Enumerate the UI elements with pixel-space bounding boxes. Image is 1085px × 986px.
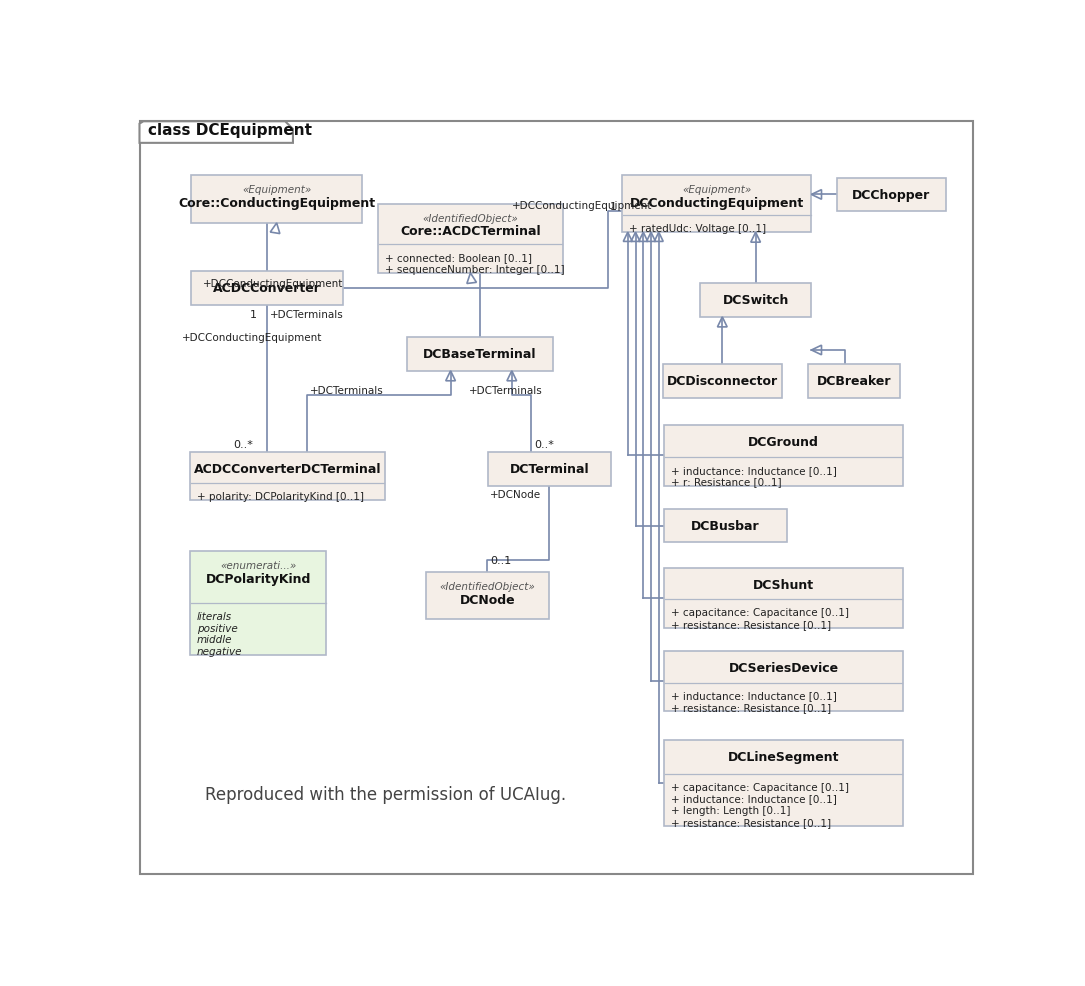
Text: + resistance: Resistance [0..1]: + resistance: Resistance [0..1] (672, 702, 831, 712)
Text: + resistance: Resistance [0..1]: + resistance: Resistance [0..1] (672, 619, 831, 629)
Text: + inductance: Inductance [0..1]: + inductance: Inductance [0..1] (672, 465, 837, 475)
Text: DCBreaker: DCBreaker (817, 375, 891, 387)
Text: DCSwitch: DCSwitch (723, 294, 789, 307)
Text: 0..*: 0..* (534, 439, 554, 449)
Bar (191, 272, 343, 306)
Bar (837, 178, 945, 212)
Bar (488, 453, 611, 487)
Bar (663, 365, 782, 398)
Text: + connected: Boolean [0..1]: + connected: Boolean [0..1] (385, 253, 532, 263)
Bar (623, 176, 812, 233)
Text: DCSeriesDevice: DCSeriesDevice (728, 662, 839, 674)
Text: + ratedUdc: Voltage [0..1]: + ratedUdc: Voltage [0..1] (629, 224, 766, 234)
Text: +DCNode: +DCNode (489, 489, 541, 499)
Text: DCNode: DCNode (460, 593, 515, 606)
Bar (808, 365, 899, 398)
Text: + capacitance: Capacitance [0..1]: + capacitance: Capacitance [0..1] (672, 607, 850, 617)
Bar (191, 176, 362, 224)
Bar (190, 551, 327, 656)
Bar (664, 509, 787, 543)
Text: +DCConductingEquipment: +DCConductingEquipment (203, 278, 344, 288)
Text: +DCTerminals: +DCTerminals (270, 310, 344, 319)
Text: «IdentifiedObject»: «IdentifiedObject» (439, 582, 535, 592)
Text: DCBusbar: DCBusbar (691, 519, 759, 532)
Text: +DCConductingEquipment: +DCConductingEquipment (182, 333, 322, 343)
Text: + length: Length [0..1]: + length: Length [0..1] (672, 806, 791, 815)
Text: Core::ConductingEquipment: Core::ConductingEquipment (178, 197, 375, 210)
Text: DCShunt: DCShunt (753, 579, 814, 592)
Text: + polarity: DCPolarityKind [0..1]: + polarity: DCPolarityKind [0..1] (196, 491, 363, 502)
Text: + inductance: Inductance [0..1]: + inductance: Inductance [0..1] (672, 794, 837, 804)
Text: «Equipment»: «Equipment» (682, 185, 752, 195)
Text: literals: literals (196, 611, 232, 621)
Text: + resistance: Resistance [0..1]: + resistance: Resistance [0..1] (672, 816, 831, 827)
Text: 0..*: 0..* (233, 439, 253, 449)
Text: ACDCConverterDCTerminal: ACDCConverterDCTerminal (194, 463, 381, 476)
Bar (664, 740, 903, 826)
Bar (664, 652, 903, 711)
Text: DCConductingEquipment: DCConductingEquipment (629, 197, 804, 210)
Text: «Equipment»: «Equipment» (242, 185, 311, 195)
Text: DCTerminal: DCTerminal (510, 463, 589, 476)
Polygon shape (140, 122, 293, 144)
Text: DCGround: DCGround (748, 436, 819, 449)
Text: Core::ACDCTerminal: Core::ACDCTerminal (400, 225, 540, 239)
Text: 1: 1 (250, 310, 257, 319)
Text: positive: positive (196, 623, 238, 633)
Bar (426, 572, 549, 620)
Text: negative: negative (196, 646, 242, 656)
Text: +DCTerminals: +DCTerminals (310, 386, 384, 395)
Text: DCPolarityKind: DCPolarityKind (205, 572, 310, 585)
Text: Reproduced with the permission of UCAIug.: Reproduced with the permission of UCAIug… (205, 785, 566, 803)
Text: «IdentifiedObject»: «IdentifiedObject» (422, 214, 519, 224)
Text: + capacitance: Capacitance [0..1]: + capacitance: Capacitance [0..1] (672, 782, 850, 792)
Text: +DCConductingEquipment: +DCConductingEquipment (511, 200, 652, 211)
Text: DCDisconnector: DCDisconnector (667, 375, 778, 387)
Bar (664, 426, 903, 486)
Bar (190, 453, 385, 501)
Text: ACDCConverter: ACDCConverter (213, 282, 321, 295)
Text: +DCTerminals: +DCTerminals (469, 386, 542, 395)
Bar (700, 284, 812, 317)
Bar (407, 337, 552, 372)
Text: + inductance: Inductance [0..1]: + inductance: Inductance [0..1] (672, 690, 837, 701)
Text: middle: middle (196, 634, 232, 645)
Text: DCChopper: DCChopper (852, 188, 930, 201)
Bar (664, 568, 903, 628)
Text: DCBaseTerminal: DCBaseTerminal (423, 347, 536, 361)
Text: «enumerati...»: «enumerati...» (220, 561, 296, 571)
Bar (379, 204, 563, 274)
Text: + r: Resistance [0..1]: + r: Resistance [0..1] (672, 477, 782, 487)
Text: DCLineSegment: DCLineSegment (728, 749, 840, 763)
Text: class DCEquipment: class DCEquipment (148, 123, 312, 138)
Text: 1: 1 (610, 202, 617, 212)
Text: + sequenceNumber: Integer [0..1]: + sequenceNumber: Integer [0..1] (385, 264, 565, 274)
Text: 0..1: 0..1 (489, 555, 511, 565)
